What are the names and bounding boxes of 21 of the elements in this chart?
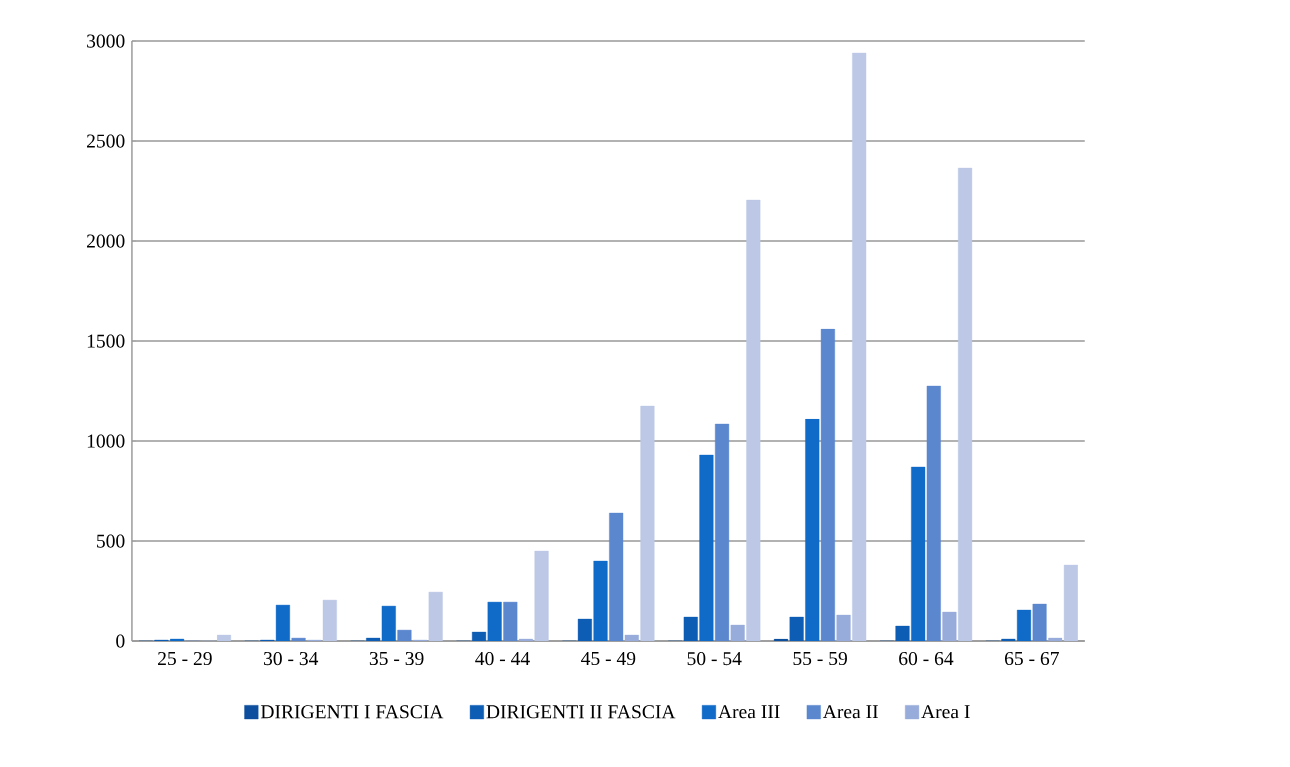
x-tick-label: 25 - 29 <box>158 651 212 666</box>
y-tick-label: 2500 <box>86 134 125 148</box>
legend-label: DIRIGENTI I FASCIA <box>260 705 444 719</box>
x-tick-label: 45 - 49 <box>581 651 636 666</box>
legend-label: Area III <box>718 705 780 719</box>
y-tick-label: 1500 <box>87 334 125 348</box>
y-tick-label: 500 <box>97 534 125 548</box>
x-tick-label: 50 - 54 <box>687 651 742 666</box>
x-tick-label: 60 - 64 <box>899 651 954 666</box>
legend-label: DIRIGENTI II FASCIA <box>486 705 676 719</box>
x-tick-label: 55 - 59 <box>793 651 847 666</box>
x-tick-label: 35 - 39 <box>369 651 424 666</box>
x-tick-label: 40 - 44 <box>475 651 530 666</box>
y-tick-label: 2000 <box>86 234 125 248</box>
y-tick-label: 3000 <box>87 34 125 48</box>
y-tick-label: 0 <box>116 634 125 648</box>
legend-label: Area II <box>822 705 878 719</box>
x-tick-label: 65 - 67 <box>1005 651 1059 666</box>
x-tick-label: 30 - 34 <box>263 651 319 666</box>
legend-label: Area I <box>921 705 970 719</box>
y-tick-label: 1000 <box>87 434 125 448</box>
